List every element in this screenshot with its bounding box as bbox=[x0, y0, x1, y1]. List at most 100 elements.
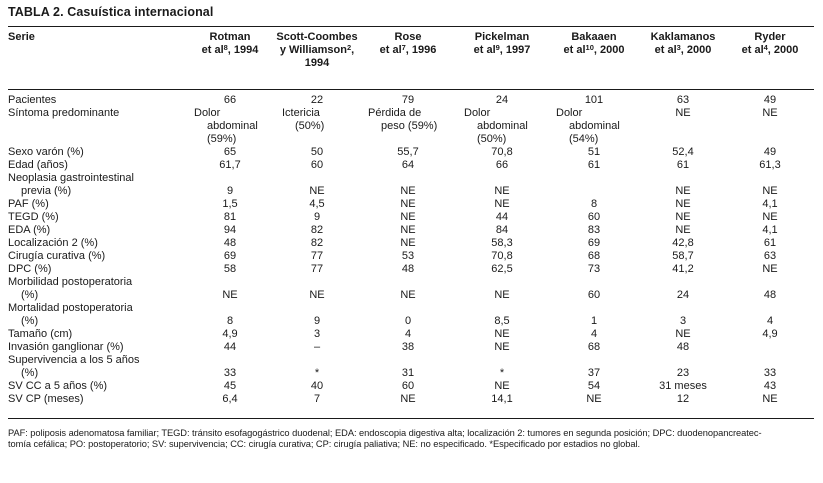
table-cell: NE bbox=[675, 198, 691, 210]
table-cell: 40 bbox=[310, 380, 324, 392]
table-cell: 82 bbox=[310, 224, 324, 236]
footnote-line-2: tomía cefálica; PO: postoperatorio; SV: … bbox=[8, 439, 641, 449]
column-header: Ryder et al4, 2000 bbox=[726, 26, 814, 90]
table-cell: 44 bbox=[223, 341, 237, 353]
table-cell: NE bbox=[400, 393, 416, 405]
table-cell: 60 bbox=[310, 159, 324, 171]
table-cell: 63 bbox=[763, 250, 777, 262]
table-row: Supervivencia a los 5 años (%) 33 * 31 * 37 23… bbox=[8, 354, 814, 380]
table-cell: 49 bbox=[763, 146, 777, 158]
row-label: SV CC a 5 años (%) bbox=[8, 380, 108, 392]
row-label: SV CP (meses) bbox=[8, 393, 84, 405]
table-cell: 61 bbox=[587, 159, 601, 171]
table-header: Serie Rotman et al8, 1994 Scott-Coombes y W… bbox=[8, 26, 814, 90]
table-cell: 69 bbox=[587, 237, 601, 249]
table-row: TEGD (%) 81 9 NE 44 60 NE NE bbox=[8, 211, 814, 224]
table-cell: 8 bbox=[226, 315, 234, 327]
table-cell: NE bbox=[400, 211, 416, 223]
table-cell: NE bbox=[762, 263, 778, 275]
table-cell: 4 bbox=[766, 315, 774, 327]
table-cell: 48 bbox=[223, 237, 237, 249]
row-label: Cirugía curativa (%) bbox=[8, 250, 106, 262]
table-cell: 64 bbox=[401, 159, 415, 171]
table-cell: Dolor abdominal (59%) bbox=[194, 107, 258, 145]
row-label: Mortalidad postoperatoria (%) bbox=[8, 302, 133, 327]
table-cell: 4,1 bbox=[762, 224, 778, 236]
table-cell: NE bbox=[400, 237, 416, 249]
table-cell: 60 bbox=[587, 289, 601, 301]
table-cell: 84 bbox=[495, 224, 509, 236]
table-row: Mortalidad postoperatoria (%) 8 9 0 8,5 1 3 4 bbox=[8, 302, 814, 328]
table-cell: NE bbox=[675, 224, 691, 236]
table-cell: 33 bbox=[763, 367, 777, 379]
table-cell: 31 bbox=[401, 367, 415, 379]
column-header: Kaklamanos et al3, 2000 bbox=[640, 26, 726, 90]
row-label: TEGD (%) bbox=[8, 211, 59, 223]
table-cell: 23 bbox=[676, 367, 690, 379]
table-cell: NE bbox=[675, 211, 691, 223]
row-label: PAF (%) bbox=[8, 198, 49, 210]
table-row: Tamaño (cm) 4,9 3 4 NE 4 NE 4,9 bbox=[8, 328, 814, 341]
table-row: Invasión ganglionar (%) 44 – 38 NE 68 48 bbox=[8, 341, 814, 354]
table-row: EDA (%) 94 82 NE 84 83 NE 4,1 bbox=[8, 224, 814, 237]
table-cell: NE bbox=[762, 211, 778, 223]
casuistica-table: Serie Rotman et al8, 1994 Scott-Coombes y W… bbox=[8, 26, 814, 419]
table-cell: 62,5 bbox=[491, 263, 513, 275]
table-cell: 9 bbox=[313, 315, 321, 327]
table-cell: NE bbox=[762, 393, 778, 405]
table-cell: NE bbox=[400, 289, 416, 301]
row-label: DPC (%) bbox=[8, 263, 52, 275]
table-cell: NE bbox=[494, 185, 510, 197]
table-cell: 58 bbox=[223, 263, 237, 275]
table-cell: NE bbox=[400, 224, 416, 236]
table-cell: 9 bbox=[226, 185, 234, 197]
table-cell: * bbox=[499, 367, 505, 379]
table-cell: Dolor abdominal (54%) bbox=[556, 107, 620, 145]
table-cell: 66 bbox=[495, 159, 509, 171]
table-cell: NE bbox=[675, 107, 691, 119]
table-row: Síntoma predominante Dolor abdominal (59%… bbox=[8, 107, 814, 146]
table-cell: 68 bbox=[587, 250, 601, 262]
table-cell: 83 bbox=[587, 224, 601, 236]
table-cell bbox=[726, 341, 814, 354]
table-cell: 37 bbox=[587, 367, 601, 379]
table-cell: 4,1 bbox=[762, 198, 778, 210]
table-cell: 8 bbox=[590, 198, 598, 210]
table-footnote: PAF: poliposis adenomatosa familiar; TEG… bbox=[8, 428, 815, 450]
table-cell: 61 bbox=[763, 237, 777, 249]
table-cell: NE bbox=[675, 185, 691, 197]
header-row: Serie Rotman et al8, 1994 Scott-Coombes y W… bbox=[8, 26, 814, 90]
column-header: Rotman et al8, 1994 bbox=[186, 26, 274, 90]
table-cell: 65 bbox=[223, 146, 237, 158]
table-cell: 63 bbox=[676, 94, 690, 106]
table-cell: 77 bbox=[310, 250, 324, 262]
row-label: Invasión ganglionar (%) bbox=[8, 341, 124, 353]
table-row: Edad (años) 61,7 60 64 66 61 61 61,3 bbox=[8, 159, 814, 172]
table-cell: NE bbox=[222, 289, 238, 301]
table-row: SV CC a 5 años (%) 45 40 60 NE 54 31 meses 43 bbox=[8, 380, 814, 393]
table-cell: 1,5 bbox=[222, 198, 238, 210]
table-cell: 81 bbox=[223, 211, 237, 223]
table-cell: NE bbox=[762, 107, 778, 119]
table-row: Cirugía curativa (%) 69 77 53 70,8 68 58,7 63 bbox=[8, 250, 814, 263]
table-cell: 4 bbox=[404, 328, 412, 340]
table-cell: 4 bbox=[590, 328, 598, 340]
table-cell: 70,8 bbox=[491, 250, 513, 262]
row-label: Edad (años) bbox=[8, 159, 68, 171]
table-cell: 55,7 bbox=[397, 146, 419, 158]
table-cell: NE bbox=[494, 198, 510, 210]
table-cell: 79 bbox=[401, 94, 415, 106]
table-cell: NE bbox=[400, 198, 416, 210]
column-header: Scott-Coombes y Williamson2, 1994 bbox=[274, 26, 360, 90]
table-cell: 8,5 bbox=[494, 315, 510, 327]
table-cell: NE bbox=[400, 185, 416, 197]
table-cell: 12 bbox=[676, 393, 690, 405]
table-cell: 24 bbox=[495, 94, 509, 106]
table-cell: NE bbox=[309, 289, 325, 301]
row-label: Sexo varón (%) bbox=[8, 146, 84, 158]
table-cell: NE bbox=[762, 185, 778, 197]
table-cell: 31 meses bbox=[659, 380, 707, 392]
column-header: Rose et al7, 1996 bbox=[360, 26, 456, 90]
table-cell: 44 bbox=[495, 211, 509, 223]
table-cell: 73 bbox=[587, 263, 601, 275]
